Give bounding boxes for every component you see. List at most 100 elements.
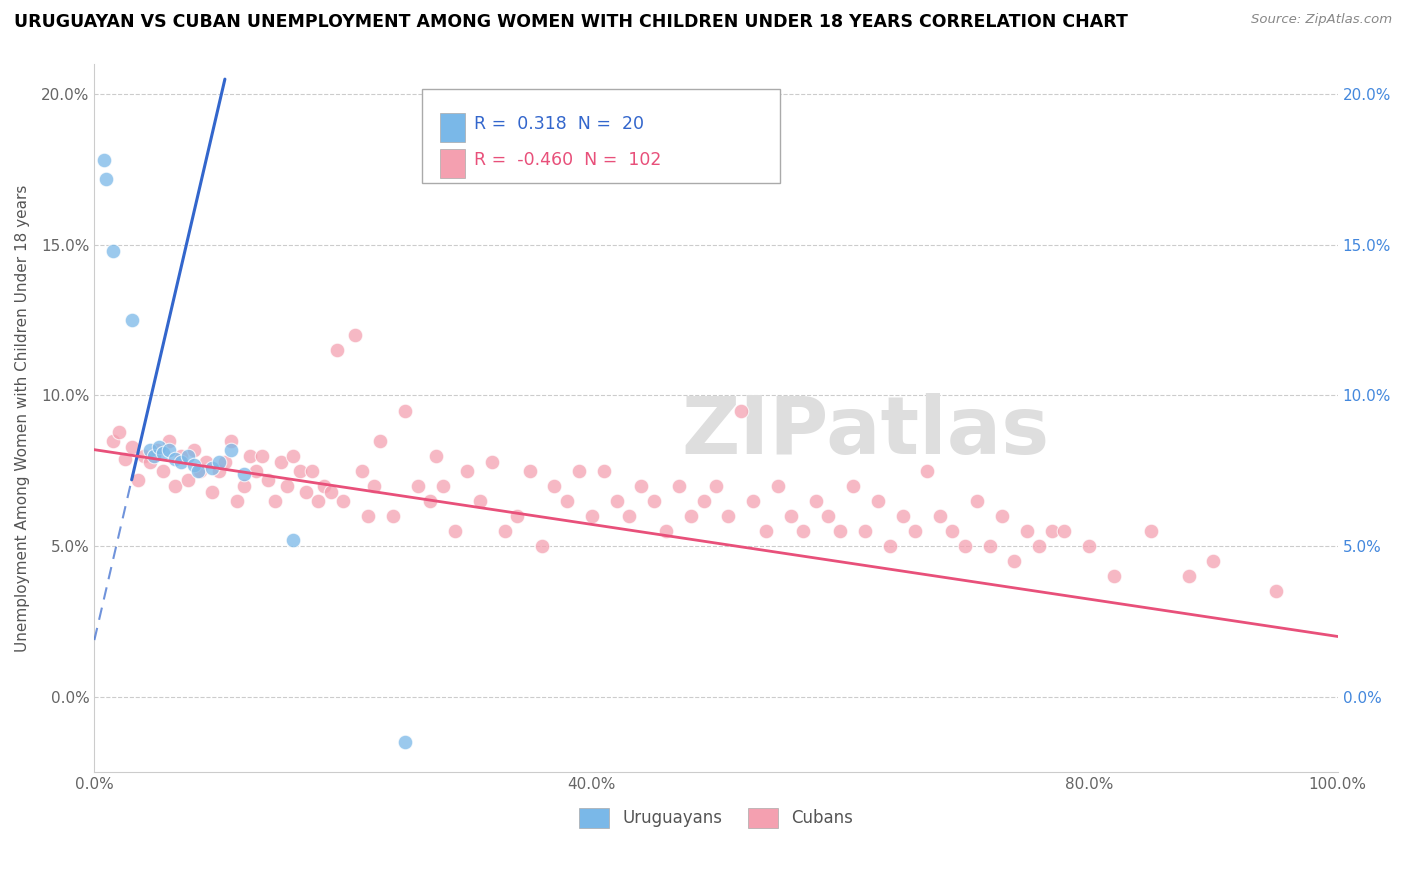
Text: R =  -0.460  N =  102: R = -0.460 N = 102 — [474, 151, 661, 169]
Point — [866, 494, 889, 508]
Point — [1028, 539, 1050, 553]
Point — [195, 455, 218, 469]
Point — [1004, 554, 1026, 568]
Point — [1140, 524, 1163, 538]
Point — [157, 442, 180, 457]
Point — [188, 464, 211, 478]
Point — [928, 508, 950, 523]
Point — [276, 479, 298, 493]
Point — [357, 508, 380, 523]
Point — [370, 434, 392, 448]
Point — [101, 434, 124, 448]
Point — [152, 446, 174, 460]
Point — [792, 524, 814, 538]
Point — [121, 440, 143, 454]
Point — [139, 455, 162, 469]
Point — [779, 508, 801, 523]
Point — [127, 473, 149, 487]
Point — [219, 442, 242, 457]
Point — [425, 449, 447, 463]
Point — [568, 464, 591, 478]
Point — [283, 533, 305, 547]
Point — [170, 449, 193, 463]
Point — [183, 442, 205, 457]
Point — [904, 524, 927, 538]
Point — [139, 442, 162, 457]
Point — [853, 524, 876, 538]
Text: Source: ZipAtlas.com: Source: ZipAtlas.com — [1251, 13, 1392, 27]
Point — [332, 494, 354, 508]
Point — [165, 451, 187, 466]
Point — [432, 479, 454, 493]
Point — [187, 464, 209, 478]
Point — [481, 455, 503, 469]
Point — [419, 494, 441, 508]
Point — [208, 464, 231, 478]
Point — [381, 508, 404, 523]
Point — [226, 494, 249, 508]
Point — [183, 458, 205, 472]
Point — [94, 171, 117, 186]
Point — [1177, 569, 1199, 583]
Point — [143, 449, 166, 463]
Point — [817, 508, 839, 523]
Point — [879, 539, 901, 553]
Point — [742, 494, 765, 508]
Point — [630, 479, 652, 493]
Point — [692, 494, 714, 508]
Point — [966, 494, 988, 508]
Point — [830, 524, 852, 538]
Point — [101, 244, 124, 258]
Point — [842, 479, 865, 493]
Point — [643, 494, 665, 508]
Point — [270, 455, 292, 469]
Point — [444, 524, 467, 538]
Point — [314, 479, 336, 493]
Point — [704, 479, 727, 493]
Point — [145, 442, 167, 457]
Point — [250, 449, 273, 463]
Point — [506, 508, 529, 523]
Point — [326, 343, 349, 358]
Point — [730, 403, 752, 417]
Point — [257, 473, 280, 487]
Point — [176, 473, 198, 487]
Point — [301, 464, 323, 478]
Point — [219, 434, 242, 448]
Point — [555, 494, 578, 508]
Point — [350, 464, 373, 478]
Point — [991, 508, 1014, 523]
Point — [239, 449, 262, 463]
Point — [201, 460, 224, 475]
Point — [768, 479, 790, 493]
Point — [148, 440, 170, 454]
Y-axis label: Unemployment Among Women with Children Under 18 years: Unemployment Among Women with Children U… — [15, 185, 30, 652]
Point — [165, 479, 187, 493]
Point — [307, 494, 329, 508]
Point — [530, 539, 553, 553]
Point — [208, 455, 231, 469]
Point — [606, 494, 628, 508]
Point — [114, 451, 136, 466]
Point — [1102, 569, 1125, 583]
Point — [519, 464, 541, 478]
Point — [804, 494, 827, 508]
Point — [917, 464, 939, 478]
Point — [1053, 524, 1076, 538]
Point — [344, 328, 367, 343]
Point — [288, 464, 311, 478]
Point — [214, 455, 236, 469]
Point — [232, 467, 254, 481]
Point — [953, 539, 976, 553]
Point — [152, 464, 174, 478]
Point — [593, 464, 616, 478]
Text: ZIPatlas: ZIPatlas — [681, 393, 1049, 471]
Point — [283, 449, 305, 463]
Point — [263, 494, 285, 508]
Point — [468, 494, 491, 508]
Point — [157, 434, 180, 448]
Text: URUGUAYAN VS CUBAN UNEMPLOYMENT AMONG WOMEN WITH CHILDREN UNDER 18 YEARS CORRELA: URUGUAYAN VS CUBAN UNEMPLOYMENT AMONG WO… — [14, 13, 1128, 31]
Point — [1078, 539, 1101, 553]
Point — [394, 403, 416, 417]
Point — [1040, 524, 1063, 538]
